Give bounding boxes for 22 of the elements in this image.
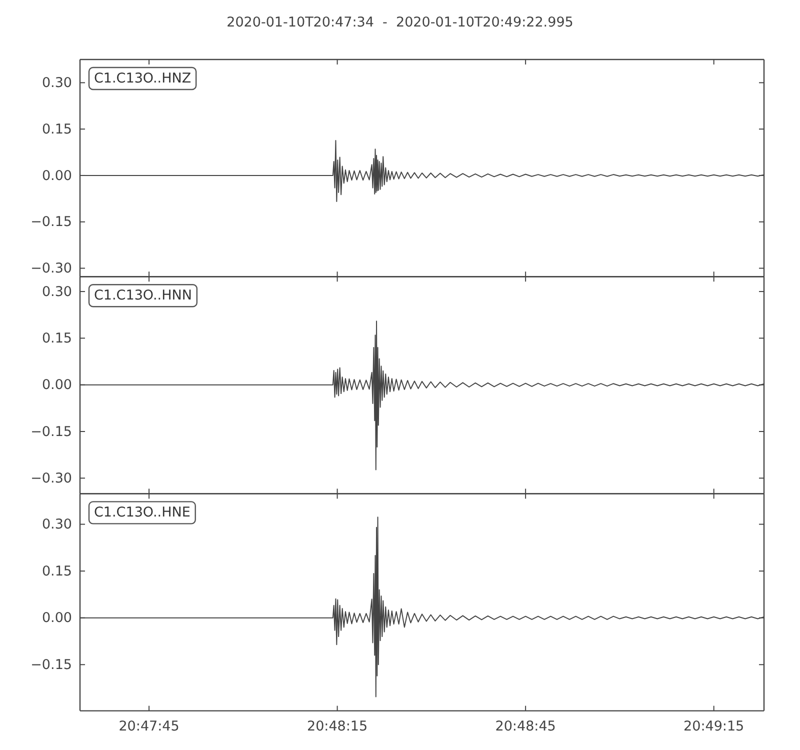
y-tick-label: 0.30: [42, 516, 72, 533]
annotation: C1.C13O..HNZ: [94, 70, 192, 86]
y-tick-label: −0.15: [30, 424, 72, 440]
y-tick-label: 0.00: [42, 168, 72, 184]
annotation: C1.C13O..HNE: [94, 504, 190, 521]
y-tick-label: 0.30: [42, 75, 72, 92]
y-tick-label: 0.15: [42, 330, 72, 347]
x-tick-label: 20:47:45: [118, 718, 180, 734]
y-tick-label: −0.15: [30, 214, 72, 230]
y-tick-label: −0.15: [30, 656, 72, 673]
y-tick-label: 0.30: [42, 284, 72, 300]
x-tick-label: 20:48:45: [495, 718, 556, 734]
y-tick-label: 0.15: [42, 121, 72, 138]
annotation: C1.C13O..HNN: [94, 288, 192, 304]
x-tick-label: 20:48:15: [306, 718, 368, 734]
chart-title: 2020-01-10T20:47:34 - 2020-01-10T20:49:22.995: [226, 14, 574, 30]
y-tick-label: −0.30: [30, 470, 72, 486]
y-tick-label: −0.30: [30, 260, 72, 277]
y-tick-label: 0.00: [42, 610, 72, 626]
x-tick-label: 20:49:15: [684, 718, 744, 734]
y-tick-label: 0.15: [42, 563, 72, 580]
y-tick-label: 0.00: [42, 377, 72, 394]
